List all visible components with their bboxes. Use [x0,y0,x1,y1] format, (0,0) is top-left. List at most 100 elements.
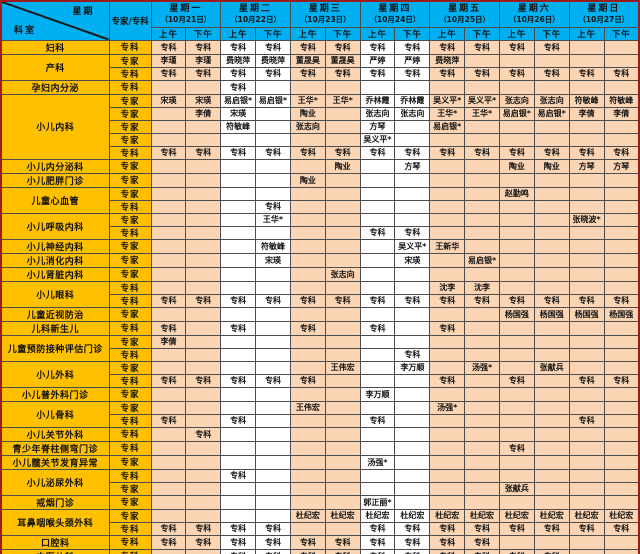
schedule-cell: 专科 [394,347,431,362]
schedule-cell: 陶业 [289,106,326,121]
schedule-row: 专科 专科 专科 专科 专科 专科 专科 专科 专科 专科 专科 专科 专科 专科 专科 [1,145,640,160]
schedule-cell: 专科 [533,145,570,160]
schedule-cell [429,413,466,428]
schedule-cell: 专科 [533,521,570,536]
schedule-cell [185,266,222,282]
schedule-cell [429,468,466,483]
type-label: 专家 [108,172,152,188]
schedule-cell: 专科 [324,66,361,81]
schedule-cell: 专科 [324,534,361,550]
schedule-cell: 专科 [150,39,187,55]
schedule-cell [255,158,291,174]
schedule-cell [498,280,535,295]
schedule-cell [185,172,222,188]
day-name: 星期四 [378,3,412,14]
schedule-cell [185,212,222,227]
schedule-cell: 专科 [429,548,466,554]
schedule-cell: 董晟昊 [324,53,361,68]
schedule-cell [603,440,640,456]
schedule-cell: 王华* [464,106,500,121]
schedule-cell: 王新华 [429,238,466,254]
schedule-cell [568,280,605,295]
schedule-cell [568,347,605,362]
schedule-cell [568,334,605,349]
schedule-cell [150,400,187,415]
schedule-cell [359,334,396,349]
corner-week-label: 星期 [72,7,95,17]
schedule-cell [568,225,605,240]
schedule-cell [429,79,466,95]
dept-label: 小儿普外科门诊 [0,386,110,402]
schedule-cell [533,454,570,470]
schedule-cell [533,252,570,268]
schedule-cell [533,373,570,388]
am-header: 上午 [429,26,466,41]
schedule-row: 耳鼻咽喉头颈外科 专家 杜纪宏 杜纪宏 杜纪宏 杜纪宏 杜纪宏 杜纪宏 杜纪宏 杜纪宏 杜纪宏 杜纪宏 [0,508,640,536]
schedule-cell [150,238,187,254]
schedule-cell: 专科 [220,468,257,483]
schedule-cell: 张晓波* [568,212,605,227]
schedule-cell [533,238,570,254]
schedule-cell [533,186,570,201]
schedule-cell [289,521,326,536]
pm-header: 下午 [394,26,431,41]
schedule-cell: 专科 [429,320,466,336]
schedule-cell: 专科 [220,534,257,550]
schedule-cell [150,548,187,554]
schedule-cell [185,186,222,201]
schedule-cell: 专科 [220,413,257,428]
schedule-cell [289,306,326,322]
schedule-cell [185,454,222,470]
type-label: 专家 [108,119,152,134]
schedule-cell: 杜纪宏 [603,508,640,523]
schedule-cell [359,79,396,95]
schedule-row: 小儿外科 专家 王伟宏 李万顺 汤强* 张献兵 [0,360,640,388]
schedule-cell [289,347,326,362]
schedule-cell [464,468,500,483]
schedule-cell [429,386,466,402]
schedule-cell: 专科 [255,199,291,214]
schedule-cell [603,280,640,295]
dept-label: 儿童近视防治 [0,306,110,322]
dept-label: 耳鼻咽喉头颈外科 [0,508,110,536]
schedule-cell [568,320,605,336]
schedule-cell: 专科 [464,39,500,55]
schedule-cell [394,212,431,227]
schedule-cell: 严婷 [359,53,396,68]
schedule-cell [498,413,535,428]
schedule-cell [255,266,291,282]
dept-label: 小儿泌尿外科 [0,468,110,496]
schedule-cell: 专科 [220,548,257,554]
schedule-cell [185,320,222,336]
schedule-cell [394,199,431,214]
schedule-cell: 杜纪宏 [289,508,326,523]
type-label: 专家 [108,400,152,415]
schedule-cell [603,360,640,375]
schedule-cell [429,334,466,349]
schedule-cell [324,413,361,428]
schedule-cell [533,347,570,362]
schedule-cell [255,280,291,295]
type-label: 专家 [108,508,152,523]
schedule-cell [394,413,431,428]
schedule-cell [324,79,361,95]
schedule-cell [150,494,187,510]
schedule-row: 小儿泌尿外科 专科 专科 [0,468,640,496]
schedule-row: 口腔科 专科 专科 专科 专科 专科 专科 专科 专科 专科 专科 专科 [0,534,640,550]
schedule-cell [150,132,187,147]
schedule-cell [289,212,326,227]
type-label: 专家 [108,306,152,322]
schedule-cell: 易启银* [255,93,291,108]
diagonal-line [2,2,109,40]
schedule-cell [255,79,291,95]
schedule-cell: 专科 [498,66,535,81]
schedule-row: 戒烟门诊 专家 郭正丽* [0,494,640,510]
schedule-cell: 王华* [324,93,361,108]
schedule-cell [359,280,396,295]
schedule-cell [324,119,361,134]
schedule-row: 小儿肥胖门诊 专家 陶业 [0,172,640,188]
day-header: 星期四 （10月24日） [359,0,431,28]
day-header: 星期二 （10月22日） [220,0,291,28]
schedule-row: 小儿骨科 专家 王伟宏 汤强* [0,400,640,428]
schedule-cell: 张志向 [324,266,361,282]
